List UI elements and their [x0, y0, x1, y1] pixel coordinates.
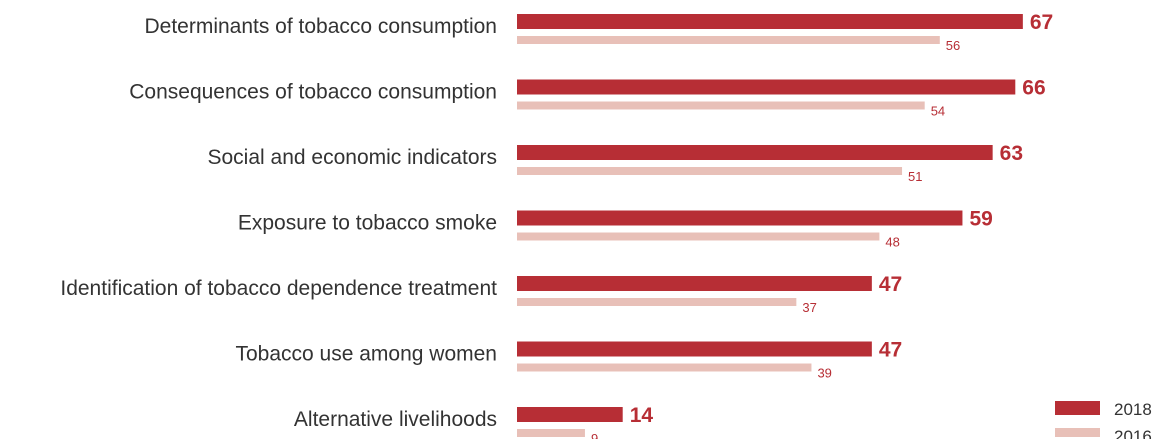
- bar-2018: [517, 276, 872, 291]
- legend-swatch-2018: [1055, 401, 1100, 415]
- value-label-2018: 47: [879, 339, 902, 362]
- value-label-2016: 9: [591, 431, 598, 439]
- bar-2016: [517, 298, 797, 306]
- bar-2018: [517, 79, 1016, 95]
- bar-2016: [517, 36, 940, 44]
- bar-2018: [517, 145, 993, 160]
- bar-2016: [517, 232, 880, 241]
- bar-2016: [517, 429, 585, 437]
- value-label-2018: 14: [630, 404, 654, 427]
- bar-2018: [517, 407, 623, 422]
- category-label: Exposure to tobacco smoke: [238, 212, 497, 235]
- value-label-2018: 66: [1022, 77, 1045, 100]
- bar-2018: [517, 341, 872, 357]
- value-label-2016: 37: [802, 300, 816, 315]
- value-label-2016: 54: [931, 104, 945, 119]
- value-label-2016: 51: [908, 169, 922, 184]
- value-label-2016: 56: [946, 38, 960, 53]
- bar-2016: [517, 167, 903, 175]
- category-label: Determinants of tobacco consumption: [144, 15, 497, 38]
- bar-2018: [517, 14, 1023, 29]
- category-label: Alternative livelihoods: [294, 408, 497, 431]
- legend-swatch-2016: [1055, 428, 1100, 437]
- category-label: Consequences of tobacco consumption: [129, 81, 497, 104]
- value-label-2018: 67: [1030, 11, 1053, 34]
- category-label: Tobacco use among women: [236, 343, 498, 366]
- bar-2016: [517, 101, 925, 110]
- value-label-2018: 63: [1000, 142, 1023, 165]
- value-label-2016: 48: [885, 235, 899, 250]
- category-label: Social and economic indicators: [208, 146, 498, 169]
- legend-label-2016: 2016: [1114, 427, 1152, 439]
- value-label-2018: 47: [879, 273, 902, 296]
- legend-label-2018: 2018: [1114, 400, 1152, 419]
- bar-2016: [517, 363, 812, 372]
- bar-2018: [517, 210, 963, 226]
- category-label: Identification of tobacco dependence tre…: [60, 277, 497, 300]
- value-label-2016: 39: [817, 366, 831, 381]
- value-label-2018: 59: [969, 208, 992, 231]
